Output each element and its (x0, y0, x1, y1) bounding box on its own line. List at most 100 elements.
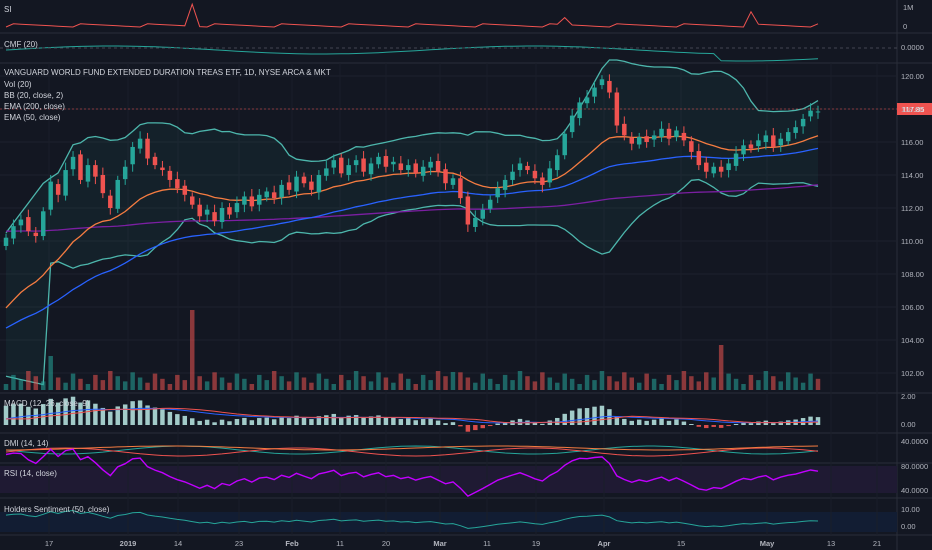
candle-body (346, 165, 351, 175)
candle-body (763, 135, 769, 142)
macd-histogram-bar (443, 423, 448, 425)
volume-bar (674, 380, 679, 390)
volume-bar (93, 374, 98, 390)
macd-histogram-bar (815, 417, 821, 425)
candle-body (741, 145, 746, 155)
holders-line (5, 509, 819, 529)
candle-body (48, 181, 53, 210)
macd-histogram-bar (122, 404, 128, 425)
macd-histogram-bar (607, 409, 612, 425)
volume-bar (130, 372, 135, 390)
candle-body (689, 141, 694, 152)
volume-bar (242, 378, 247, 390)
macd-histogram-bar (681, 421, 687, 425)
si-line (5, 2, 819, 28)
main-title: VANGUARD WORLD FUND EXTENDED DURATION TR… (4, 68, 331, 77)
macd-histogram-bar (473, 425, 478, 431)
time-tick-label: 19 (532, 539, 540, 548)
candle-body (26, 217, 31, 232)
volume-bar (763, 371, 769, 390)
macd-histogram-bar (11, 404, 16, 425)
candle-body (197, 204, 202, 217)
price-tick-label: 102.00 (901, 369, 924, 378)
volume-bar (197, 376, 202, 390)
candle-body (309, 181, 314, 190)
price-tick-label: 114.00 (901, 171, 923, 180)
candle-body (70, 156, 76, 170)
candle-body (569, 115, 575, 133)
volume-bar (704, 372, 709, 390)
macd-histogram-bar (532, 422, 538, 425)
price-tick-label: 104.00 (901, 336, 924, 345)
macd-histogram-bar (748, 423, 754, 425)
volume-bar (48, 356, 53, 390)
time-tick-label: 15 (677, 539, 685, 548)
volume-bar (547, 377, 553, 390)
volume-bar (33, 376, 39, 390)
rsi-tick-bottom: 40.0000 (901, 486, 928, 495)
candle-body (718, 166, 724, 172)
volume-bar (85, 384, 91, 390)
volume-bar (525, 376, 530, 390)
volume-bar (733, 378, 739, 390)
price-tick-label: 112.00 (901, 204, 923, 213)
macd-histogram-bar (711, 425, 716, 427)
ema200-legend: EMA (200, close) (4, 102, 65, 111)
cmf-title: CMF (20) (4, 40, 38, 49)
price-tick-label: 116.00 (901, 138, 923, 147)
volume-bar (696, 381, 702, 390)
volume-bar (413, 384, 418, 390)
volume-bar (152, 373, 158, 390)
macd-histogram-bar (480, 425, 486, 429)
macd-histogram-bar (152, 407, 158, 425)
candle-body (443, 169, 448, 184)
volume-bar (800, 382, 806, 390)
volume-bar (778, 381, 783, 390)
candle-body (279, 184, 284, 198)
holders-title: Holders Sentiment (50, close) (4, 505, 110, 514)
candle-body (517, 163, 523, 171)
candle-body (122, 166, 128, 180)
volume-bar (495, 384, 500, 390)
candle-body (316, 175, 322, 193)
price-tick-label: 106.00 (901, 303, 924, 312)
macd-histogram-bar (18, 403, 24, 425)
macd-histogram-bar (666, 420, 672, 425)
volume-bar (227, 382, 232, 390)
volume-bar (748, 374, 754, 390)
candle-body (487, 199, 493, 209)
macd-histogram-bar (756, 421, 761, 425)
price-tick-label: 110.00 (901, 237, 923, 246)
volume-bar (286, 381, 292, 390)
volume-bar (510, 380, 515, 390)
macd-histogram-bar (316, 416, 322, 425)
candle-body (540, 177, 545, 185)
macd-histogram-bar (599, 405, 605, 425)
volume-bar (219, 377, 225, 390)
macd-histogram-bar (562, 413, 567, 425)
candle-body (607, 80, 612, 93)
macd-histogram-bar (413, 420, 418, 425)
candle-body (778, 138, 783, 146)
candle-body (204, 209, 210, 215)
last-price-badge (897, 103, 932, 115)
volume-bar (577, 384, 582, 390)
candle-body (353, 160, 359, 166)
macd-histogram-bar (338, 417, 344, 425)
volume-bar (458, 372, 463, 390)
candle-body (55, 184, 61, 195)
macd-histogram-bar (346, 415, 351, 425)
volume-bar (614, 381, 620, 390)
candle-body (510, 171, 515, 180)
macd-histogram-bar (569, 410, 575, 425)
candle-body (219, 208, 225, 223)
volume-bar (100, 380, 106, 390)
macd-histogram-bar (85, 400, 91, 425)
candle-body (629, 137, 634, 144)
volume-bar (26, 371, 31, 390)
candle-body (167, 170, 173, 180)
candle-body (41, 211, 46, 237)
candle-body (3, 237, 9, 246)
macd-histogram-bar (324, 415, 329, 425)
